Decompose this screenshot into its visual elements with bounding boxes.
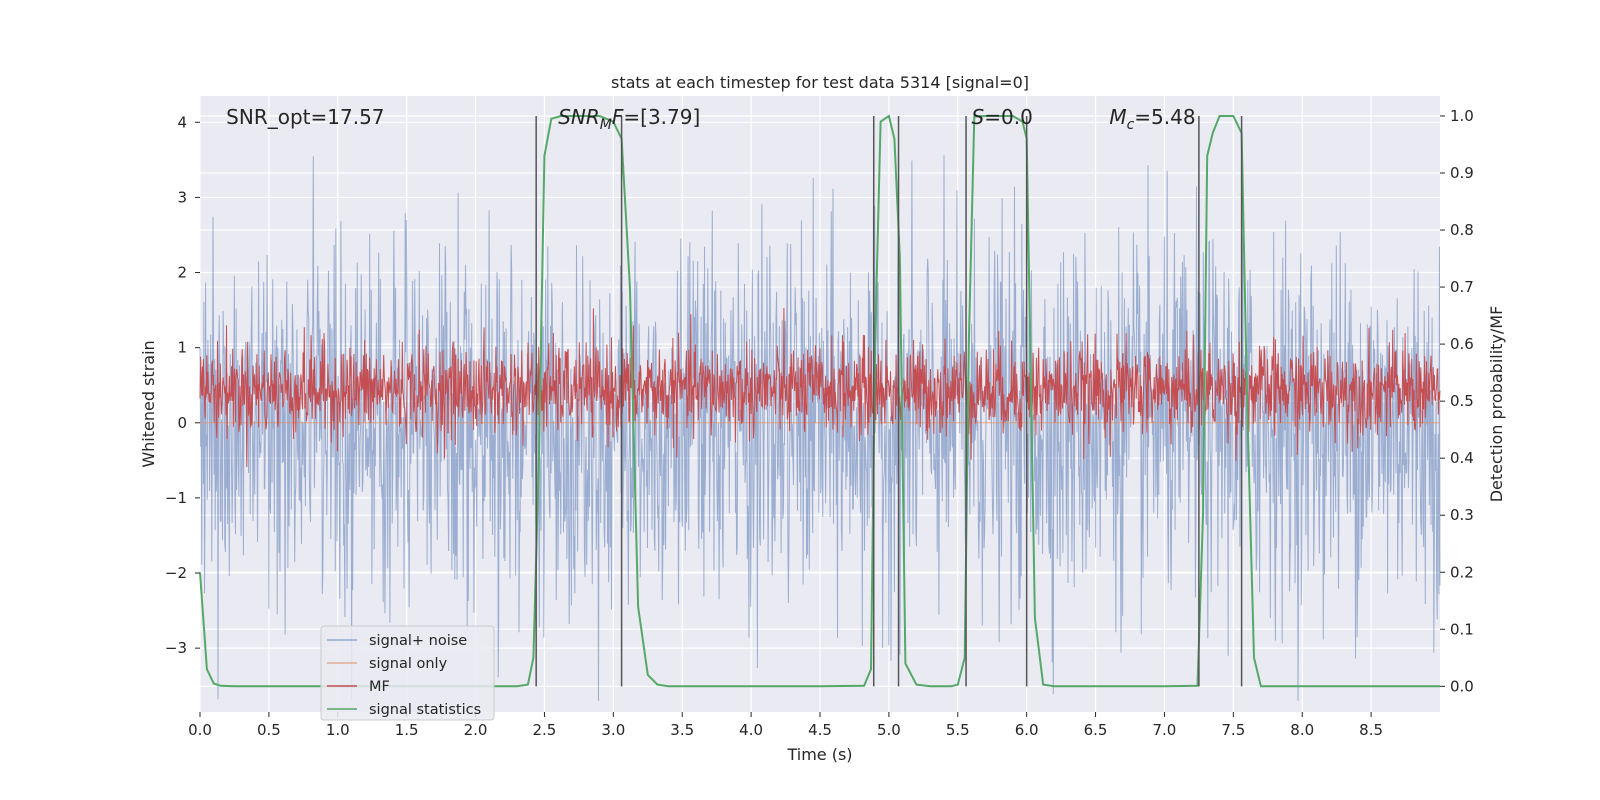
annotation-3-rest: =5.48 bbox=[1134, 105, 1195, 129]
annotation-3-prefix: M bbox=[1109, 105, 1126, 129]
x-tick-label-8: 4.0 bbox=[739, 721, 763, 739]
x-tick-label-9: 4.5 bbox=[808, 721, 832, 739]
series-signal-statistics bbox=[199, 114, 1440, 688]
annotation-2: S=0.0 bbox=[972, 105, 1033, 129]
x-tick-label-11: 5.5 bbox=[946, 721, 970, 739]
x-tick-label-13: 6.5 bbox=[1084, 721, 1108, 739]
y-right-tick-label-6: 0.4 bbox=[1450, 449, 1474, 467]
x-tick-label-14: 7.0 bbox=[1153, 721, 1177, 739]
series-layer bbox=[199, 114, 1441, 701]
legend-label-signal-only: signal only bbox=[369, 656, 448, 672]
y-right-tick-label-5: 0.5 bbox=[1450, 392, 1474, 410]
y-right-axis-label: Detection probability/MF bbox=[1487, 306, 1506, 503]
y-right-tick-label-2: 0.8 bbox=[1450, 221, 1474, 239]
annotation-1: SNRMF=[3.79] bbox=[558, 105, 700, 133]
y-right-tick-label-3: 0.7 bbox=[1450, 278, 1474, 296]
annotation-2-prefix: S bbox=[972, 105, 985, 129]
annotation-3-subscript: c bbox=[1127, 117, 1135, 133]
x-tick-label-0: 0.0 bbox=[188, 721, 212, 739]
annot-layer: SNR_opt=17.57 SNRMF=[3.79] S=0.0 Mc=5.48 bbox=[226, 105, 1195, 133]
annotation-1-value: =[3.79] bbox=[623, 105, 700, 129]
annotation-0-prefix: SNR_opt bbox=[226, 105, 310, 129]
y-tick-label-3: 1 bbox=[177, 339, 187, 357]
y-right-tick-label-8: 0.2 bbox=[1450, 563, 1474, 581]
annotation-1-prefix: SNR bbox=[558, 105, 600, 129]
annotation-1-subscript: M bbox=[600, 117, 612, 133]
x-tick-label-4: 2.0 bbox=[464, 721, 488, 739]
x-tick-label-2: 1.0 bbox=[326, 721, 350, 739]
annotation-3: Mc=5.48 bbox=[1109, 105, 1195, 133]
y-right-tick-label-7: 0.3 bbox=[1450, 506, 1474, 524]
y-tick-label-7: −3 bbox=[165, 639, 187, 657]
y-tick-label-2: 2 bbox=[177, 264, 187, 282]
x-tick-label-5: 2.5 bbox=[533, 721, 557, 739]
x-tick-label-1: 0.5 bbox=[257, 721, 281, 739]
x-tick-label-16: 8.0 bbox=[1290, 721, 1314, 739]
x-tick-label-17: 8.5 bbox=[1359, 721, 1383, 739]
legend-label-noise: signal+ noise bbox=[369, 633, 467, 649]
y-right-tick-label-4: 0.6 bbox=[1450, 335, 1474, 353]
x-tick-label-15: 7.5 bbox=[1221, 721, 1245, 739]
legend: signal+ noise signal only MF signal stat… bbox=[320, 625, 495, 721]
x-tick-label-7: 3.5 bbox=[670, 721, 694, 739]
vline-layer bbox=[535, 115, 1243, 687]
y-right-tick-label-9: 0.1 bbox=[1450, 620, 1474, 638]
annotation-0: SNR_opt=17.57 bbox=[226, 105, 384, 129]
y-tick-label-6: −2 bbox=[165, 564, 187, 582]
y-right-tick-label-1: 0.9 bbox=[1450, 164, 1474, 182]
annotation-0-value: =17.57 bbox=[311, 105, 385, 129]
legend-box bbox=[320, 625, 495, 721]
y-tick-label-1: 3 bbox=[177, 188, 187, 206]
y-tick-label-0: 4 bbox=[177, 113, 187, 131]
legend-label-signal-statistics: signal statistics bbox=[369, 702, 481, 718]
series-mf bbox=[199, 307, 1441, 467]
x-tick-label-12: 6.0 bbox=[1015, 721, 1039, 739]
x-tick-label-3: 1.5 bbox=[395, 721, 419, 739]
x-axis-label: Time (s) bbox=[786, 745, 852, 764]
chart-title: stats at each timestep for test data 531… bbox=[611, 73, 1029, 92]
y-right-tick-label-0: 1.0 bbox=[1450, 107, 1474, 125]
y-tick-label-5: −1 bbox=[165, 489, 187, 507]
y-right-tick-label-10: 0.0 bbox=[1450, 677, 1474, 695]
annotation-2-value: =0.0 bbox=[984, 105, 1033, 129]
x-tick-label-10: 5.0 bbox=[877, 721, 901, 739]
annotation-1-rest: F bbox=[612, 105, 624, 129]
x-tick-label-6: 3.0 bbox=[601, 721, 625, 739]
y-axis-label: Whitened strain bbox=[139, 340, 158, 467]
legend-label-mf: MF bbox=[369, 679, 390, 695]
y-tick-label-4: 0 bbox=[177, 414, 187, 432]
tick-layer: 0.0 0.5 1.0 1.5 2.0 2.5 3.0 3.5 4.0 4.5 5.0 5.5 6.0 6… bbox=[165, 107, 1474, 739]
